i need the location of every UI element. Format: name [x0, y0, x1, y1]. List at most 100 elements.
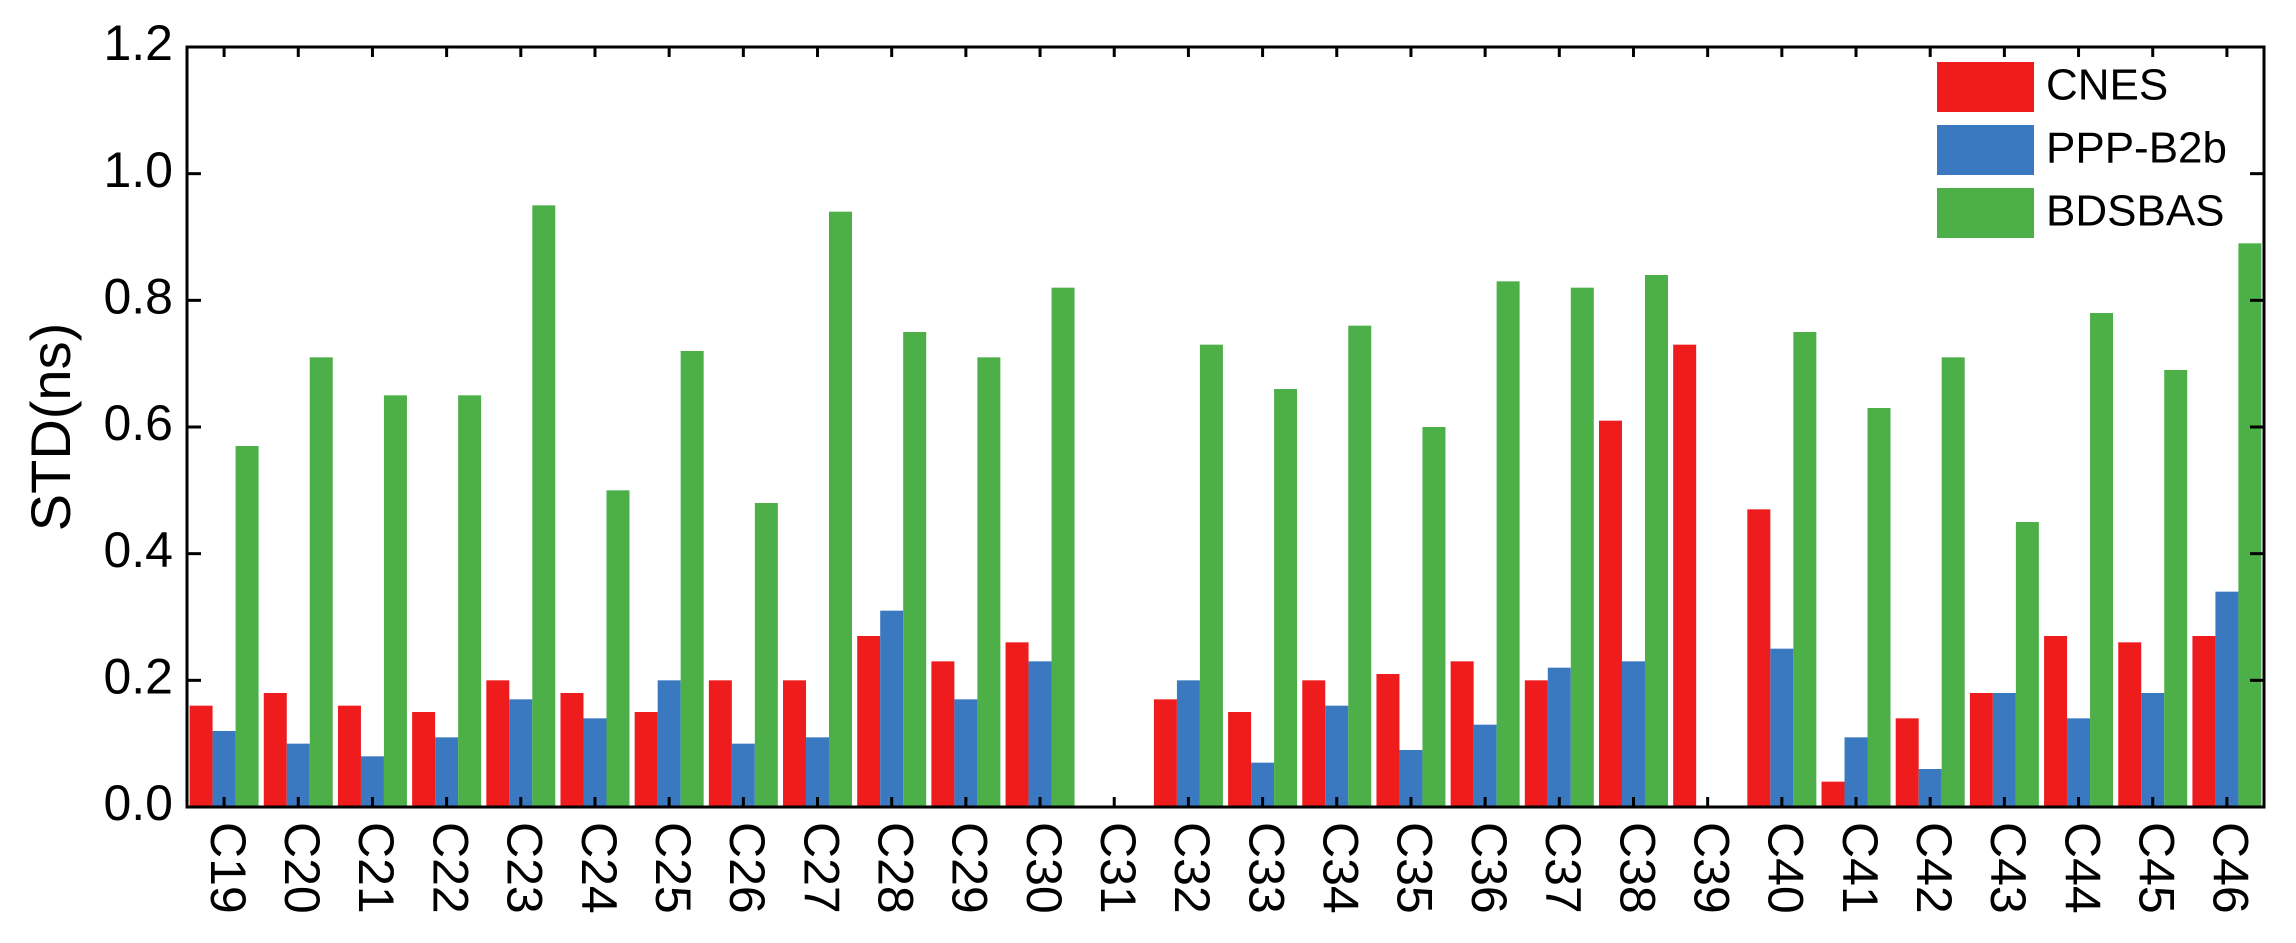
- bar: [532, 205, 556, 808]
- bar: [1496, 281, 1520, 807]
- bar: [1867, 408, 1891, 807]
- x-tick-label: C38: [1609, 822, 1665, 914]
- x-tick-label: C37: [1535, 822, 1591, 914]
- bar: [1348, 325, 1372, 807]
- bar: [1793, 332, 1817, 807]
- plot-frame: [185, 45, 2266, 809]
- bar: [360, 756, 384, 807]
- bar: [1673, 344, 1697, 807]
- bar: [1598, 420, 1622, 807]
- bar: [2118, 642, 2142, 807]
- x-tick-label: C40: [1758, 822, 1814, 914]
- bar: [903, 332, 927, 807]
- bar: [1422, 427, 1446, 807]
- bar: [708, 680, 732, 807]
- bar: [1376, 674, 1400, 807]
- x-tick-label: C31: [1090, 822, 1146, 914]
- bar: [1918, 769, 1942, 807]
- bar: [1747, 509, 1771, 807]
- bar: [2215, 591, 2239, 807]
- bar: [606, 490, 630, 807]
- bar: [634, 712, 658, 807]
- x-tick-label: C20: [274, 822, 330, 914]
- bar: [1473, 724, 1497, 807]
- y-tick-label: 1.0: [103, 142, 173, 198]
- bar: [731, 743, 755, 807]
- bar: [931, 661, 955, 807]
- bar: [2090, 313, 2114, 807]
- bar: [383, 395, 407, 807]
- bar: [754, 503, 778, 807]
- legend-label: CNES: [2046, 61, 2168, 110]
- bar: [509, 699, 533, 807]
- bar: [1274, 389, 1298, 807]
- x-tick-label: C22: [422, 822, 478, 914]
- bar: [1051, 287, 1075, 808]
- x-tick-label: C46: [2203, 822, 2259, 914]
- bar: [2141, 693, 2165, 807]
- bar: [1547, 667, 1571, 807]
- bar: [1302, 680, 1326, 807]
- bar: [2238, 243, 2262, 808]
- bar: [583, 718, 607, 807]
- bar: [189, 705, 213, 807]
- bar: [337, 705, 361, 807]
- x-tick-label: C24: [571, 822, 627, 914]
- bar: [2164, 370, 2188, 807]
- bar: [1770, 648, 1794, 807]
- bar: [1644, 275, 1668, 807]
- x-tick-label: C19: [200, 822, 256, 914]
- bar: [977, 357, 1001, 807]
- bar: [829, 211, 853, 807]
- bar: [1399, 750, 1423, 807]
- x-tick-label: C23: [497, 822, 553, 914]
- bar: [486, 680, 510, 807]
- y-tick-label: 0.6: [103, 395, 173, 451]
- bar: [1228, 712, 1252, 807]
- x-tick-label: C42: [1906, 822, 1962, 914]
- bar: [1176, 680, 1200, 807]
- bar: [2044, 636, 2068, 807]
- bar: [412, 712, 436, 807]
- bar: [857, 636, 881, 807]
- legend-swatch: [1937, 188, 2034, 238]
- bar: [1844, 737, 1868, 807]
- legend-label: PPP-B2b: [2046, 124, 2227, 173]
- x-tick-label: C25: [645, 822, 701, 914]
- bar: [309, 357, 333, 807]
- bar: [1895, 718, 1919, 807]
- bar: [657, 680, 681, 807]
- bar: [1992, 693, 2016, 807]
- x-tick-label: C29: [942, 822, 998, 914]
- x-tick-label: C33: [1238, 822, 1294, 914]
- y-tick-label: 0.0: [103, 775, 173, 831]
- bar: [1153, 699, 1177, 807]
- x-tick-label: C36: [1461, 822, 1517, 914]
- bar: [1941, 357, 1965, 807]
- x-tick-label: C45: [2129, 822, 2185, 914]
- y-tick-label: 0.8: [103, 269, 173, 325]
- x-tick-label: C41: [1832, 822, 1888, 914]
- legend-swatch: [1937, 62, 2034, 112]
- bar: [560, 693, 584, 807]
- x-tick-label: C35: [1387, 822, 1443, 914]
- bar: [680, 351, 704, 807]
- bar: [1524, 680, 1548, 807]
- x-tick-label: C34: [1313, 822, 1369, 914]
- bar: [954, 699, 978, 807]
- bar: [1570, 287, 1594, 808]
- x-tick-label: C43: [1980, 822, 2036, 914]
- y-axis-label: STD(ns): [19, 323, 82, 531]
- bar: [1251, 762, 1275, 807]
- legend-label: BDSBAS: [2046, 187, 2225, 236]
- bar: [1325, 705, 1349, 807]
- x-tick-label: C28: [867, 822, 923, 914]
- x-tick-label: C27: [793, 822, 849, 914]
- bar: [286, 743, 310, 807]
- x-tick-label: C26: [719, 822, 775, 914]
- y-tick-label: 1.2: [103, 15, 173, 71]
- legend-swatch: [1937, 125, 2034, 175]
- bar: [212, 731, 236, 807]
- x-tick-label: C21: [348, 822, 404, 914]
